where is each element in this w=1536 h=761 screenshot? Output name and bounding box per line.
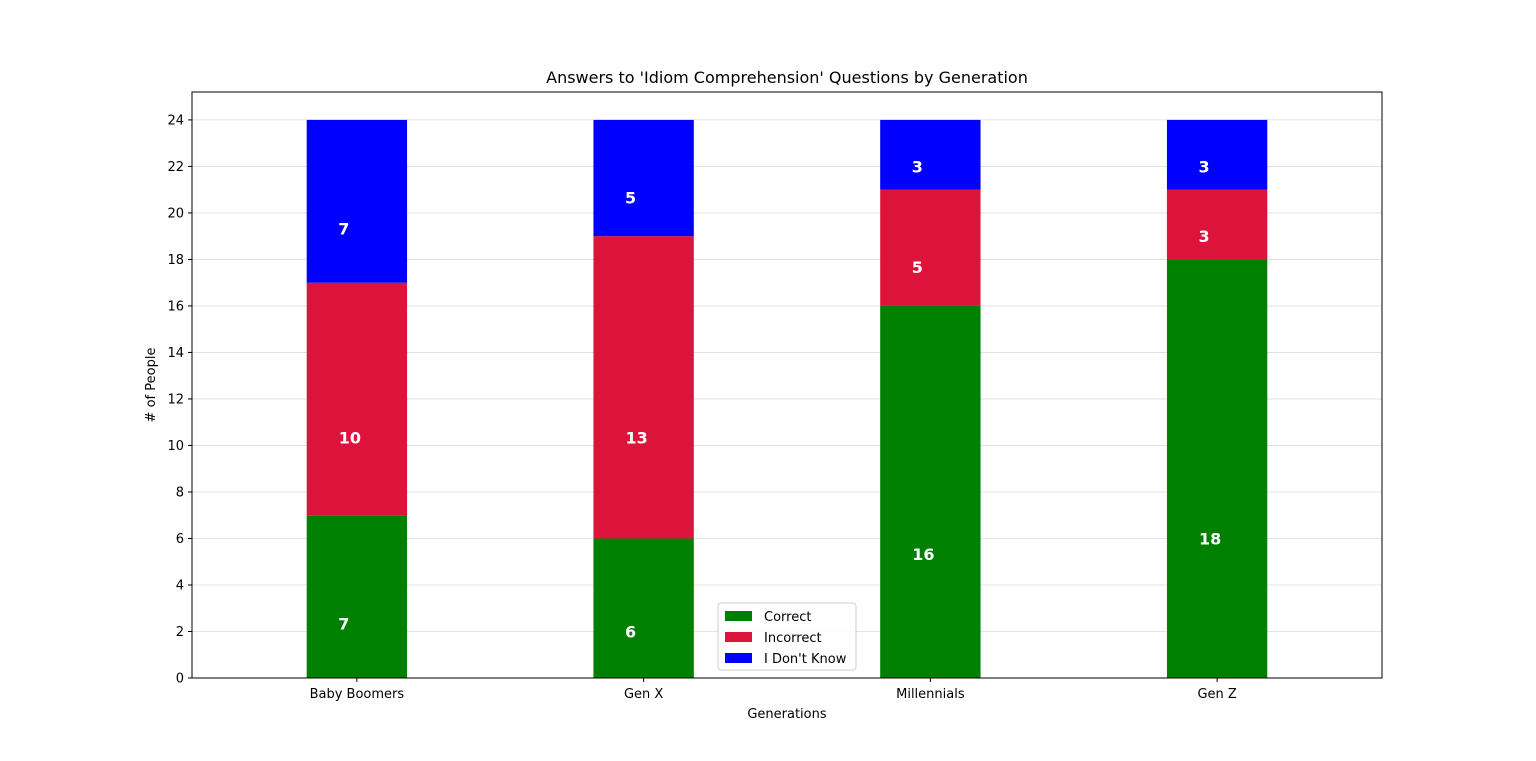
legend: Correct Incorrect I Don't Know — [717, 602, 857, 671]
bar-incorrect-1 — [593, 236, 694, 539]
data-label: 3 — [912, 157, 923, 176]
data-label: 18 — [1199, 529, 1221, 548]
x-tick-label: Baby Boomers — [310, 687, 405, 702]
legend-swatch — [725, 653, 752, 663]
legend-entry: Correct — [764, 610, 811, 625]
y-tick-label: 24 — [167, 113, 184, 128]
x-tick-label: Gen Z — [1197, 687, 1236, 702]
y-tick-label: 4 — [176, 578, 184, 593]
data-label: 13 — [625, 429, 647, 448]
data-label: 5 — [912, 258, 923, 277]
y-tick-label: 18 — [167, 253, 184, 268]
data-label: 7 — [338, 615, 349, 634]
y-tick-label: 12 — [167, 392, 184, 407]
bar-correct-3 — [1166, 259, 1268, 678]
data-label: 16 — [912, 545, 934, 564]
y-tick-label: 10 — [167, 439, 184, 454]
plot-area-frame — [191, 91, 1383, 679]
legend-entry: Incorrect — [764, 631, 822, 646]
y-tick-label: 16 — [167, 299, 184, 314]
data-label: 3 — [1199, 157, 1210, 176]
legend-box — [717, 602, 857, 671]
bar-i-don-t-know-3 — [1166, 119, 1268, 190]
legend-swatch — [725, 611, 752, 621]
y-tick-label: 8 — [176, 485, 184, 500]
bar-correct-1 — [593, 538, 694, 678]
y-tick-label: 14 — [167, 346, 184, 361]
bar-i-don-t-know-2 — [880, 119, 981, 190]
bar-i-don-t-know-1 — [593, 119, 694, 237]
bars — [306, 119, 1268, 678]
bar-i-don-t-know-0 — [306, 119, 408, 283]
bar-incorrect-0 — [306, 282, 408, 516]
bar-correct-0 — [306, 515, 408, 678]
y-tick-label: 6 — [176, 532, 184, 547]
data-label: 3 — [1199, 227, 1210, 246]
y-tick-label: 2 — [176, 625, 184, 640]
x-tick-label: Gen X — [624, 687, 663, 702]
y-tick-label: 0 — [176, 672, 184, 687]
bar-correct-2 — [880, 305, 981, 678]
legend-swatch — [725, 632, 752, 642]
data-label: 6 — [625, 622, 636, 641]
chart-title: Answers to 'Idiom Comprehension' Questio… — [546, 68, 1028, 87]
data-label: 7 — [338, 219, 349, 238]
x-tick-label: Millennials — [896, 687, 965, 702]
data-label: 10 — [339, 429, 361, 448]
y-tick-label: 20 — [167, 206, 184, 221]
x-axis: Baby Boomers Gen X Millennials Gen Z — [310, 678, 1237, 702]
data-label: 5 — [625, 188, 636, 207]
x-axis-label: Generations — [747, 707, 827, 722]
bar-incorrect-2 — [880, 189, 981, 306]
y-tick-label: 22 — [167, 160, 184, 175]
legend-entry: I Don't Know — [764, 652, 847, 667]
y-axis-label: # of People — [144, 348, 159, 423]
bar-incorrect-3 — [1166, 189, 1268, 260]
